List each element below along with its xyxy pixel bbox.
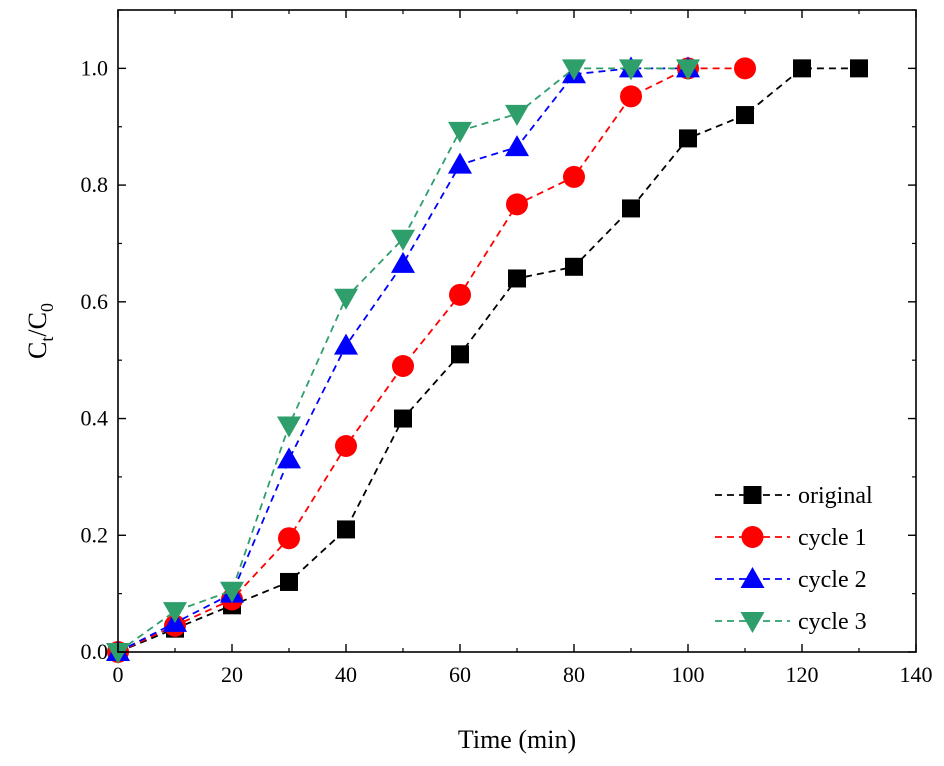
data-point [277, 416, 301, 438]
data-point [391, 251, 415, 273]
legend-item: cycle 3 [715, 609, 867, 635]
x-tick-label: 60 [449, 662, 471, 687]
y-axis-title-main: C [23, 342, 52, 359]
data-point [334, 288, 358, 310]
data-point [793, 59, 811, 78]
series-cycle-3 [106, 59, 700, 664]
y-tick-label: 0.0 [81, 639, 109, 664]
data-point [163, 602, 187, 624]
x-tick-label: 140 [900, 662, 933, 687]
series-layer [106, 56, 868, 664]
x-tick-label: 80 [563, 662, 585, 687]
x-tick-label: 20 [221, 662, 243, 687]
data-point [451, 345, 469, 364]
data-point [505, 135, 529, 157]
data-point [505, 104, 529, 126]
series-line [117, 67, 688, 653]
data-point [337, 520, 355, 539]
data-point [280, 572, 298, 591]
data-point [335, 434, 357, 457]
data-point [334, 333, 358, 355]
x-axis-title: Time (min) [458, 725, 576, 754]
data-point [394, 409, 412, 428]
data-point [679, 129, 697, 148]
data-point [106, 643, 130, 664]
legend-label: cycle 1 [798, 525, 867, 551]
legend-label: original [798, 483, 873, 509]
data-point [850, 59, 868, 78]
legend-marker [741, 526, 764, 548]
x-axis: 0 20 40 60 80 100 120 140 [113, 10, 933, 687]
legend: original cycle 1 cycle 2 cycle 3 [715, 483, 873, 635]
legend-marker [743, 486, 762, 504]
legend-label: cycle 2 [798, 567, 867, 593]
data-point [220, 581, 244, 603]
data-point [448, 121, 472, 143]
x-tick-label: 120 [786, 662, 819, 687]
legend-item: cycle 2 [715, 567, 867, 593]
data-point [619, 59, 643, 81]
data-point [278, 527, 300, 550]
data-point [676, 59, 700, 81]
legend-marker [740, 567, 765, 588]
y-tick-label: 0.8 [81, 172, 109, 197]
data-point [620, 85, 642, 108]
data-point [562, 59, 586, 81]
y-tick-label: 1.0 [81, 55, 109, 80]
data-point [563, 165, 585, 188]
data-point [508, 269, 526, 288]
y-tick-label: 0.4 [81, 406, 109, 431]
series-line [117, 67, 688, 653]
legend-item: original [715, 483, 873, 509]
data-point [449, 283, 471, 306]
x-tick-label: 0 [113, 662, 124, 687]
legend-item: cycle 1 [715, 525, 867, 551]
data-point [734, 57, 756, 80]
data-point [277, 447, 301, 469]
x-tick-label: 40 [335, 662, 357, 687]
y-axis: 0.0 0.2 0.4 0.6 0.8 1.0 [81, 9, 916, 664]
legend-label: cycle 3 [798, 609, 867, 635]
data-point [736, 106, 754, 125]
y-axis-title: Ct/C0 [23, 303, 57, 359]
y-axis-title-sub-0: 0 [37, 303, 57, 312]
x-tick-label: 100 [672, 662, 705, 687]
data-point [448, 152, 472, 174]
y-tick-label: 0.2 [81, 522, 109, 547]
y-axis-title-sub-t: t [37, 337, 57, 342]
y-axis-title-sep: /C [23, 312, 52, 337]
y-tick-label: 0.6 [81, 289, 109, 314]
data-point [391, 229, 415, 251]
data-point [622, 199, 640, 218]
data-point [392, 355, 414, 378]
data-point [506, 193, 528, 216]
data-point [565, 257, 583, 276]
legend-marker [740, 612, 765, 633]
